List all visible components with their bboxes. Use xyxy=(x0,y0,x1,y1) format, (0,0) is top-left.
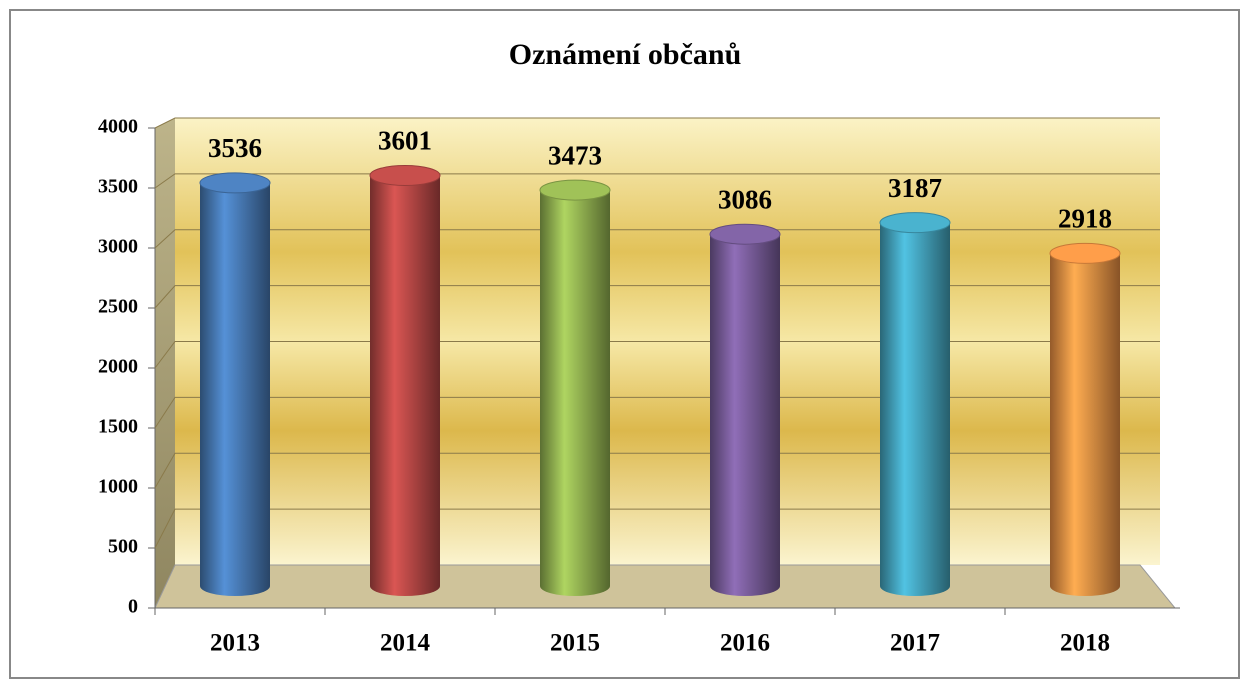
data-label: 3536 xyxy=(208,133,262,163)
data-label: 3187 xyxy=(888,173,942,203)
grid-line xyxy=(154,285,1160,309)
bar xyxy=(1050,253,1120,586)
data-label: 3601 xyxy=(378,126,432,156)
grid-line xyxy=(154,452,1160,489)
bar xyxy=(710,234,780,587)
x-tick-label: 2016 xyxy=(720,630,770,657)
y-tick-label: 3000 xyxy=(98,236,138,258)
x-tick-label: 2018 xyxy=(1060,630,1110,657)
bar xyxy=(200,182,270,586)
grid-line xyxy=(154,117,1160,129)
grid-line xyxy=(154,229,1160,249)
bar xyxy=(880,222,950,586)
x-tick-label: 2015 xyxy=(550,630,600,657)
y-tick-label: 500 xyxy=(108,536,138,558)
x-tick-label: 2017 xyxy=(890,630,940,657)
y-tick-label: 1500 xyxy=(98,416,138,438)
side-wall xyxy=(155,118,175,608)
grid-line xyxy=(154,173,1160,189)
bar-cap xyxy=(709,223,781,245)
y-tick-label: 3500 xyxy=(98,176,138,198)
data-label: 3473 xyxy=(548,140,602,170)
bar-cap xyxy=(199,172,271,194)
bar-cap xyxy=(879,212,951,234)
x-tick-label: 2013 xyxy=(210,630,260,657)
y-tick-label: 4000 xyxy=(98,116,138,138)
bar xyxy=(540,190,610,586)
data-label: 3086 xyxy=(718,184,772,214)
x-tick-label: 2014 xyxy=(380,630,431,657)
data-label: 2918 xyxy=(1058,204,1112,234)
bar-cap xyxy=(539,179,611,201)
floor xyxy=(154,564,1177,609)
grid-line xyxy=(154,396,1160,429)
y-tick-label: 2500 xyxy=(98,296,138,318)
bar xyxy=(370,175,440,586)
y-tick-label: 2000 xyxy=(98,356,138,378)
bar-cap xyxy=(1049,242,1121,264)
bar-cap xyxy=(369,164,441,186)
grid-line xyxy=(154,341,1160,369)
y-tick-label: 1000 xyxy=(98,476,138,498)
y-tick-label: 0 xyxy=(128,596,138,618)
grid-line xyxy=(154,508,1160,549)
chart-title: Oznámení občanů xyxy=(509,38,742,71)
